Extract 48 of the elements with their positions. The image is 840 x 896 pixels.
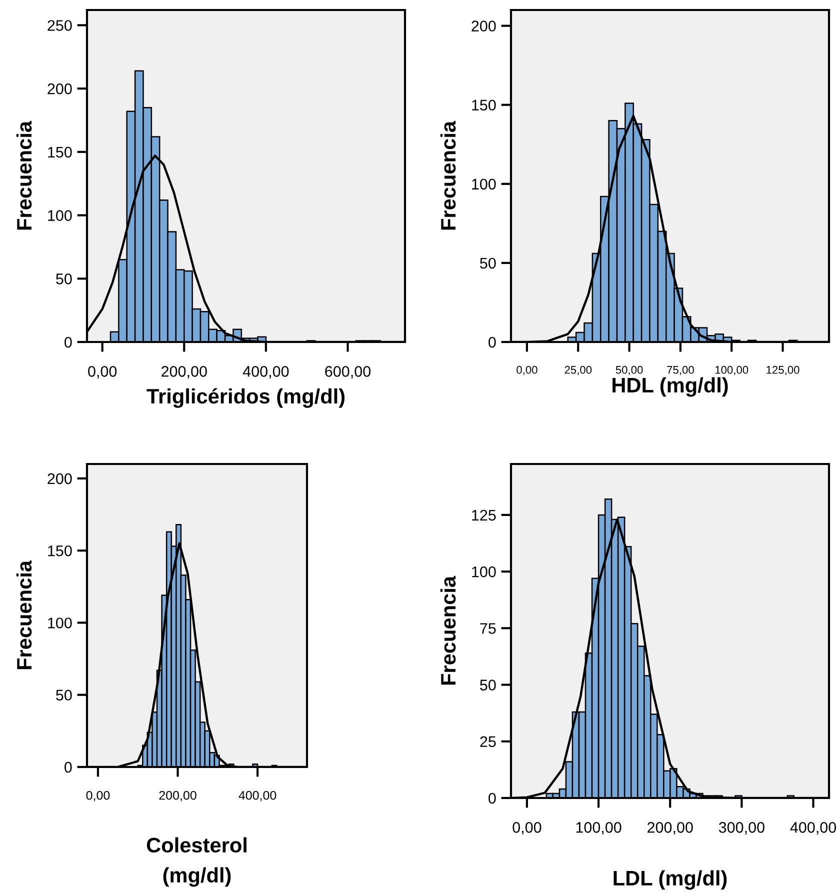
- y-axis-title: Frecuencia: [440, 576, 456, 685]
- y-tick-label: 200: [48, 83, 72, 94]
- x-tick-label: 0,00: [88, 366, 117, 379]
- y-tick-label: 0: [64, 762, 72, 773]
- y-tick-label: 150: [472, 100, 496, 111]
- x-tick-label: 200,00: [159, 790, 196, 802]
- x-tick-label: 300,00: [718, 822, 764, 835]
- x-tick-label: 0,00: [86, 790, 110, 802]
- y-tick-label: 50: [480, 258, 496, 269]
- x-tick-label: 75,00: [667, 366, 694, 376]
- x-tick-label: 0,00: [516, 366, 538, 376]
- y-tick-label: 100: [48, 210, 72, 221]
- y-tick-label: 0: [488, 792, 496, 804]
- y-axis-title: Frecuencia: [440, 120, 456, 230]
- x-tick-label: 100,00: [576, 822, 622, 835]
- y-tick-label: 0: [488, 336, 496, 348]
- y-tick-label: 50: [480, 680, 496, 690]
- x-axis-title: HDL (mg/dl): [612, 377, 728, 397]
- y-tick-label: 200: [48, 473, 72, 484]
- y-tick-label: 150: [48, 146, 72, 158]
- x-axis-title: LDL (mg/dl): [614, 870, 727, 890]
- y-tick-label: 100: [472, 178, 496, 190]
- x-axis-title: Triglicéridos (mg/dl): [146, 388, 345, 408]
- x-tick-label: 0,00: [512, 822, 542, 835]
- x-tick-label: 125,00: [766, 366, 800, 376]
- y-tick-label: 0: [64, 336, 72, 348]
- y-tick-label: 200: [472, 20, 496, 32]
- x-tick-label: 200,00: [162, 366, 207, 379]
- x-tick-label: 25,00: [564, 366, 592, 376]
- y-tick-label: 50: [56, 274, 72, 284]
- x-tick-label: 50,00: [616, 366, 643, 376]
- y-axis-title: Frecuencia: [16, 120, 32, 230]
- x-tick-label: 400,00: [238, 790, 276, 802]
- y-tick-label: 150: [48, 545, 72, 556]
- y-axis-title: Frecuencia: [16, 560, 32, 670]
- x-tick-label: 200,00: [648, 822, 693, 835]
- x-tick-label: 400,00: [790, 822, 836, 835]
- y-tick-label: 100: [472, 566, 496, 578]
- x-tick-label: 400,00: [242, 366, 289, 379]
- y-tick-label: 125: [472, 510, 496, 521]
- y-tick-label: 250: [48, 20, 72, 31]
- y-tick-label: 50: [56, 690, 72, 701]
- y-tick-label: 25: [480, 736, 496, 748]
- x-tick-label: 100,00: [715, 366, 748, 376]
- x-axis-title: Colesterol (mg/dl): [146, 837, 246, 887]
- y-tick-label: 100: [48, 618, 72, 628]
- y-tick-label: 75: [480, 623, 496, 634]
- x-tick-label: 600,00: [325, 366, 371, 379]
